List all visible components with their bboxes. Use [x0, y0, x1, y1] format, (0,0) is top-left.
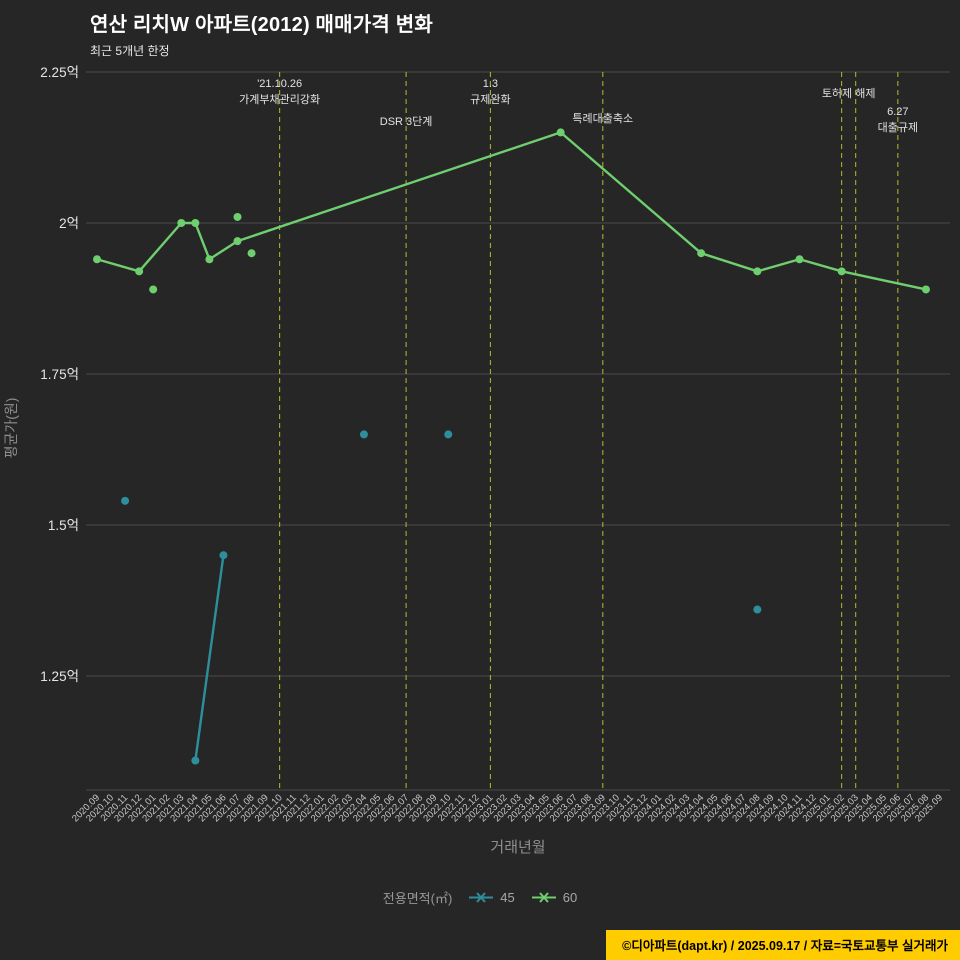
- data-point-60: [149, 285, 158, 294]
- chart-title: 연산 리치W 아파트(2012) 매매가격 변화: [90, 14, 433, 36]
- legend-label-45: 45: [500, 890, 515, 905]
- event-label: 규제완화: [470, 93, 510, 106]
- y-tick-label: 2.25억: [40, 65, 79, 80]
- data-point-60: [753, 267, 762, 276]
- event-label: 특례대출축소: [572, 112, 633, 125]
- data-point-60: [233, 212, 242, 221]
- data-point-60: [921, 285, 930, 294]
- legend-item-60[interactable]: 60: [531, 890, 577, 905]
- data-point-60: [697, 249, 706, 258]
- event-label: 6.27: [887, 106, 908, 118]
- event-label: 가계부채관리강화: [239, 93, 320, 106]
- chart-legend: 전용면적(㎡) 45 60: [0, 888, 960, 907]
- event-label: 1.3: [483, 78, 498, 90]
- chart-header: 연산 리치W 아파트(2012) 매매가격 변화 최근 5개년 한정: [90, 8, 433, 59]
- legend-item-45[interactable]: 45: [468, 890, 515, 905]
- data-point-60: [233, 237, 242, 246]
- data-point-45: [191, 756, 200, 765]
- data-point-60: [205, 255, 214, 264]
- y-tick-label: 2억: [59, 216, 79, 231]
- legend-label-60: 60: [562, 890, 578, 905]
- y-tick-label: 1.5억: [48, 518, 79, 533]
- data-point-60: [191, 219, 200, 227]
- data-point-45: [359, 430, 368, 439]
- x-axis-title: 거래년월: [490, 839, 545, 856]
- data-point-45: [121, 496, 130, 505]
- event-label: 대출규제: [878, 121, 918, 134]
- legend-title: 전용면적(㎡): [382, 891, 453, 906]
- price-line-chart: 2.25억 2억 1.75억 1.5억 1.25억 평균가(원) 거래년월 '21.10.26…: [3, 65, 950, 856]
- event-label: DSR 3단계: [380, 115, 433, 128]
- data-point-45: [753, 605, 762, 614]
- line-x-marker-icon: [469, 892, 494, 903]
- data-point-60: [247, 249, 256, 258]
- y-axis-title: 평균가(원): [3, 398, 19, 459]
- source-footer-text: ©디아파트(dapt.kr) / 2025.09.17 / 자료=국토교통부 실…: [622, 939, 948, 953]
- data-point-60: [93, 255, 101, 264]
- data-point-60: [837, 267, 846, 276]
- source-footer: ©디아파트(dapt.kr) / 2025.09.17 / 자료=국토교통부 실…: [606, 930, 960, 960]
- chart-subtitle: 최근 5개년 한정: [90, 44, 170, 58]
- y-tick-label: 1.25억: [40, 669, 79, 684]
- event-label: 토허제 해제: [822, 86, 876, 100]
- series-line-45: [194, 554, 225, 762]
- data-point-45: [444, 430, 453, 439]
- event-label: '21.10.26: [257, 78, 302, 90]
- data-point-60: [135, 267, 144, 276]
- series-line-60: [95, 131, 928, 291]
- data-point-45: [219, 551, 228, 560]
- line-x-marker-icon: [531, 892, 556, 903]
- y-tick-label: 1.75억: [40, 367, 79, 382]
- data-point-60: [177, 219, 186, 227]
- data-point-60: [795, 255, 804, 264]
- data-point-60: [556, 128, 565, 137]
